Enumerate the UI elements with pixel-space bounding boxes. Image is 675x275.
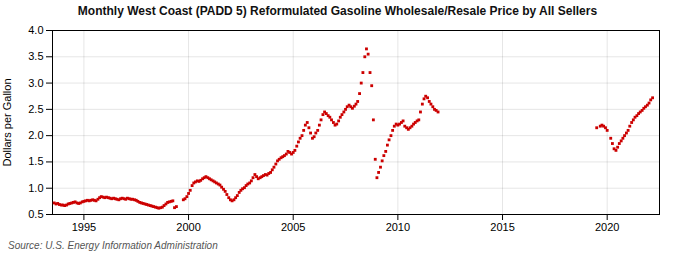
html-text:Source: U.S. Energy Informatio: Source: U.S. Energy Information Administ… [8, 240, 218, 251]
svg-text:1995: 1995 [72, 221, 96, 233]
svg-text:2005: 2005 [281, 221, 305, 233]
svg-text:2.5: 2.5 [28, 103, 43, 115]
html-text:Monthly West Coast (PADD 5) Re: Monthly West Coast (PADD 5) Reformulated… [77, 4, 598, 18]
svg-text:2000: 2000 [176, 221, 200, 233]
svg-text:2020: 2020 [595, 221, 619, 233]
svg-text:0.5: 0.5 [28, 208, 43, 220]
svg-text:1.5: 1.5 [28, 155, 43, 167]
svg-text:2015: 2015 [490, 221, 514, 233]
svg-text:2010: 2010 [386, 221, 410, 233]
svg-text:2.0: 2.0 [28, 129, 43, 141]
svg-text:3.5: 3.5 [28, 50, 43, 62]
svg-text:Dollars per Gallon: Dollars per Gallon [1, 78, 13, 166]
svg-text:1.0: 1.0 [28, 182, 43, 194]
svg-text:3.0: 3.0 [28, 77, 43, 89]
svg-text:4.0: 4.0 [28, 24, 43, 36]
